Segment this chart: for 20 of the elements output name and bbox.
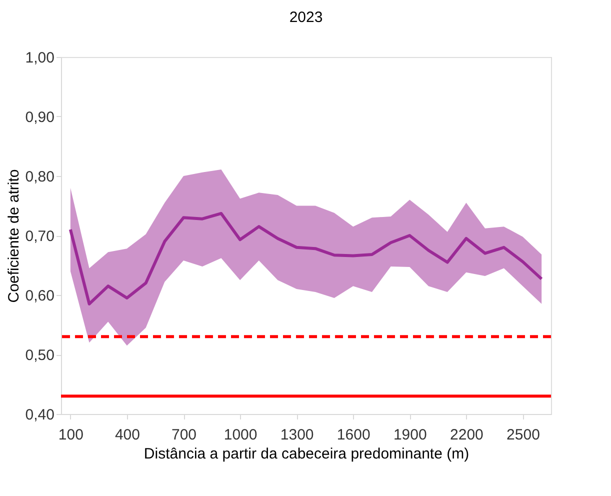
y-tick-label: 0,40 xyxy=(25,406,54,424)
x-axis-title: Distância a partir da cabeceira predominante (m) xyxy=(144,446,470,462)
y-tick-label: 0,80 xyxy=(25,168,54,186)
y-tick-label: 0,90 xyxy=(25,109,54,126)
y-axis-title: Coeficiente de atrito xyxy=(5,169,22,303)
y-tick-label: 0,70 xyxy=(25,228,54,245)
x-tick-label: 700 xyxy=(171,426,197,444)
y-tick-label: 1,00 xyxy=(25,50,54,66)
x-tick-label: 1000 xyxy=(224,426,258,444)
x-tick-label: 1300 xyxy=(280,426,314,444)
x-tick-label: 2500 xyxy=(506,426,540,444)
line-series xyxy=(68,212,544,306)
x-tick-label: 400 xyxy=(114,426,140,444)
x-tick-label: 1900 xyxy=(393,426,427,444)
x-tick-label: 100 xyxy=(58,426,84,444)
x-tick-label: 1600 xyxy=(336,426,370,444)
y-tick-label: 0,50 xyxy=(25,347,54,364)
x-tick-label: 2200 xyxy=(450,426,484,444)
y-tick-label: 0,60 xyxy=(25,288,54,304)
chart-title: 2023 xyxy=(289,9,323,26)
